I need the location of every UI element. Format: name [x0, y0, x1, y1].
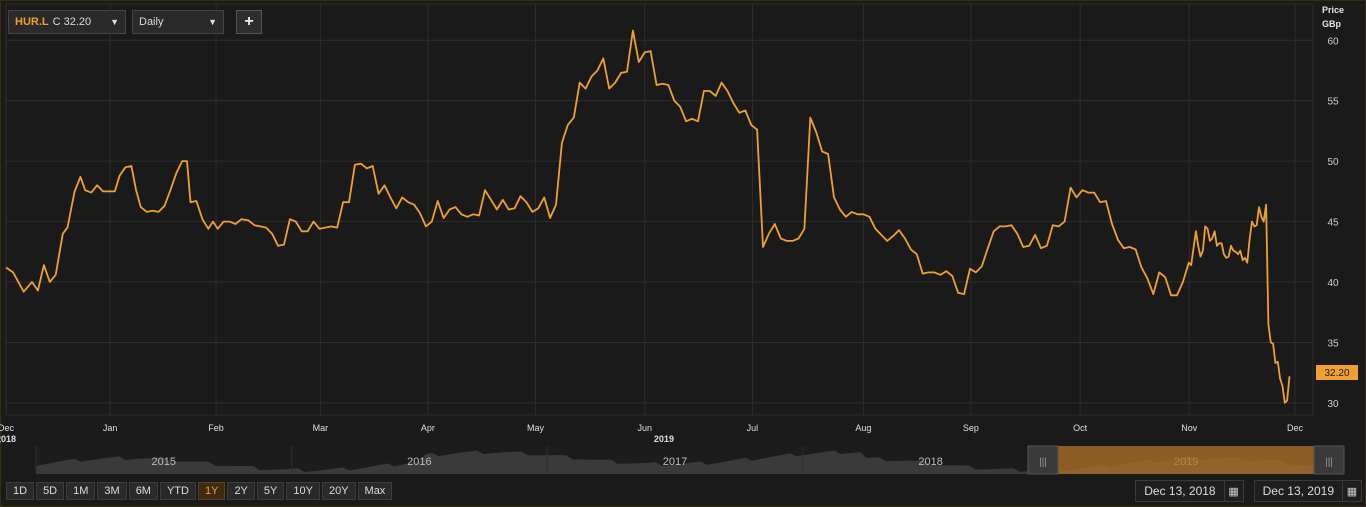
- range-button-3m[interactable]: 3M: [97, 482, 127, 500]
- grip-icon: |||: [1039, 457, 1047, 468]
- range-button-2y[interactable]: 2Y: [227, 482, 255, 500]
- x-tick-label: Jun: [637, 423, 652, 433]
- price-series: [5, 29, 1291, 404]
- range-button-1y[interactable]: 1Y: [197, 482, 226, 500]
- date-range: Dec 13, 2018 ▦ Dec 13, 2019 ▦: [1135, 480, 1362, 502]
- end-date-field[interactable]: Dec 13, 2019 ▦: [1253, 480, 1362, 502]
- x-tick-label: Jan: [103, 423, 118, 433]
- y-axis: Price GBp 30 35 40 45 50 55 60: [1322, 5, 1344, 410]
- grip-icon: |||: [1325, 457, 1333, 468]
- range-button-5y[interactable]: 5Y: [256, 482, 285, 500]
- chevron-down-icon: ▼: [208, 17, 217, 27]
- x-tick-label: Jul: [747, 423, 759, 433]
- ticker-symbol: HUR.L: [15, 16, 49, 28]
- y-tick-label: 60: [1327, 36, 1339, 47]
- x-tick-label: Feb: [208, 423, 224, 433]
- navigator-right-handle[interactable]: [1313, 445, 1345, 475]
- y-axis-title-unit: GBp: [1322, 19, 1342, 29]
- x-tick-year: 2019: [654, 434, 674, 444]
- interval-selector[interactable]: Daily ▼: [132, 10, 224, 34]
- range-button-6m[interactable]: 6M: [128, 482, 158, 500]
- calendar-icon[interactable]: ▦: [1223, 481, 1243, 501]
- range-button-10y[interactable]: 10Y: [286, 482, 320, 500]
- current-price-tag-text: 32.20: [1324, 368, 1349, 379]
- x-axis: Dec2018JanFebMarAprMayJun2019JulAugSepOc…: [0, 423, 1303, 444]
- range-button-5d[interactable]: 5D: [36, 482, 65, 500]
- x-tick-label: Nov: [1181, 423, 1198, 433]
- range-buttons: 1D 5D 1M 3M 6M YTD 1Y 2Y 5Y 10Y 20Y Max: [6, 482, 393, 500]
- x-tick-label: May: [527, 423, 545, 433]
- navigator-selection[interactable]: [1058, 446, 1314, 474]
- chart-toolbar: HUR.L C 32.20 ▼ Daily ▼ +: [8, 10, 262, 34]
- range-button-1m[interactable]: 1M: [66, 482, 96, 500]
- date-navigator[interactable]: 20152016201720182019 ||| |||: [35, 445, 1345, 475]
- x-tick-label: Dec: [0, 423, 14, 433]
- current-price-tag-bg: [1316, 365, 1358, 380]
- x-tick-label: Apr: [421, 423, 435, 433]
- x-tick-label: Oct: [1073, 423, 1088, 433]
- navigator-year-label: 2015: [152, 456, 176, 468]
- y-tick-label: 55: [1327, 97, 1339, 108]
- navigator-left-handle[interactable]: [1027, 445, 1059, 475]
- price-line: [5, 29, 1291, 404]
- calendar-icon[interactable]: ▦: [1342, 481, 1361, 501]
- current-price-tag: 32.20: [1316, 365, 1358, 380]
- chevron-down-icon: ▼: [110, 17, 119, 27]
- y-tick-label: 45: [1327, 218, 1339, 229]
- start-date-field[interactable]: Dec 13, 2018 ▦: [1135, 480, 1244, 502]
- ticker-quote: C 32.20: [52, 16, 92, 28]
- end-date-value: Dec 13, 2019: [1262, 484, 1334, 498]
- range-button-max[interactable]: Max: [357, 482, 393, 500]
- navigator-year-label: 2016: [407, 456, 431, 468]
- y-tick-label: 50: [1327, 157, 1339, 168]
- add-series-button[interactable]: +: [236, 10, 262, 34]
- interval-label: Daily: [139, 16, 164, 28]
- navigator-year-label: 2018: [918, 456, 942, 468]
- y-tick-label: 40: [1327, 278, 1339, 289]
- y-axis-title-price: Price: [1322, 5, 1344, 15]
- x-tick-label: Mar: [313, 423, 329, 433]
- ticker-selector[interactable]: HUR.L C 32.20 ▼: [8, 10, 126, 34]
- navigator-year-label: 2017: [663, 456, 687, 468]
- plot-area: [5, 3, 1314, 416]
- grid-lines: [5, 3, 1314, 416]
- x-tick-label: Dec: [1287, 423, 1304, 433]
- x-tick-label: Sep: [963, 423, 979, 433]
- y-tick-label: 30: [1327, 399, 1339, 410]
- x-tick-label: Aug: [855, 423, 871, 433]
- y-tick-label: 35: [1327, 338, 1339, 349]
- x-tick-year: 2018: [0, 434, 16, 444]
- range-button-20y[interactable]: 20Y: [321, 482, 356, 500]
- range-button-ytd[interactable]: YTD: [159, 482, 196, 500]
- start-date-value: Dec 13, 2018: [1144, 484, 1216, 498]
- range-button-1d[interactable]: 1D: [6, 482, 35, 500]
